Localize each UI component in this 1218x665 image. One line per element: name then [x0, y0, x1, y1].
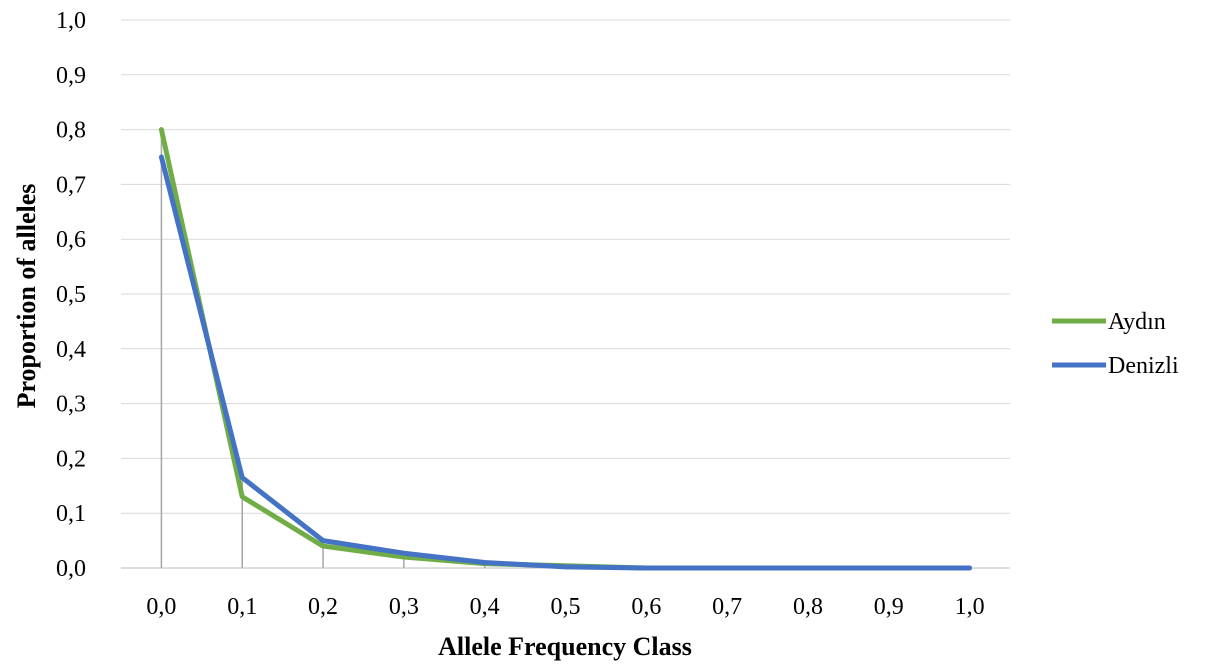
legend-label: Denizli — [1108, 353, 1179, 379]
x-tick-label: 0,1 — [227, 594, 257, 620]
y-axis-tick-labels: 0,0 0,1 0,2 0,3 0,4 0,5 0,6 0,7 0,8 0,9 1,0 — [56, 8, 86, 582]
x-tick-label: 0,0 — [146, 594, 176, 620]
x-tick-label: 0,6 — [631, 594, 661, 620]
y-tick-label: 0,1 — [56, 501, 86, 527]
x-tick-label: 0,4 — [470, 594, 500, 620]
x-tick-label: 0,7 — [712, 594, 742, 620]
x-tick-label: 0,9 — [874, 594, 904, 620]
y-axis-title: Proportion of alleles — [12, 184, 41, 409]
y-tick-label: 0,0 — [56, 556, 86, 582]
y-tick-label: 0,7 — [56, 172, 86, 198]
x-tick-label: 0,2 — [308, 594, 338, 620]
x-tick-label: 0,5 — [551, 594, 581, 620]
y-tick-label: 0,3 — [56, 392, 86, 418]
series-lines — [158, 127, 973, 571]
x-axis-title: Allele Frequency Class — [438, 632, 692, 661]
y-tick-label: 0,8 — [56, 118, 86, 144]
y-tick-label: 0,6 — [56, 227, 86, 253]
legend-label: Aydın — [1108, 309, 1166, 335]
y-tick-label: 0,2 — [56, 446, 86, 472]
y-tick-label: 0,5 — [56, 282, 86, 308]
series-line-2 — [158, 154, 973, 571]
x-tick-label: 1,0 — [955, 594, 985, 620]
y-tick-label: 1,0 — [56, 8, 86, 34]
x-tick-label: 0,8 — [793, 594, 823, 620]
x-tick-label: 0,3 — [389, 594, 419, 620]
y-tick-label: 0,4 — [56, 337, 86, 363]
x-axis-tick-labels: 0,0 0,1 0,2 0,3 0,4 0,5 0,6 0,7 0,8 0,9 1,0 — [146, 594, 984, 620]
y-tick-label: 0,9 — [56, 63, 86, 89]
legend: Aydın Denizli — [1052, 309, 1179, 379]
